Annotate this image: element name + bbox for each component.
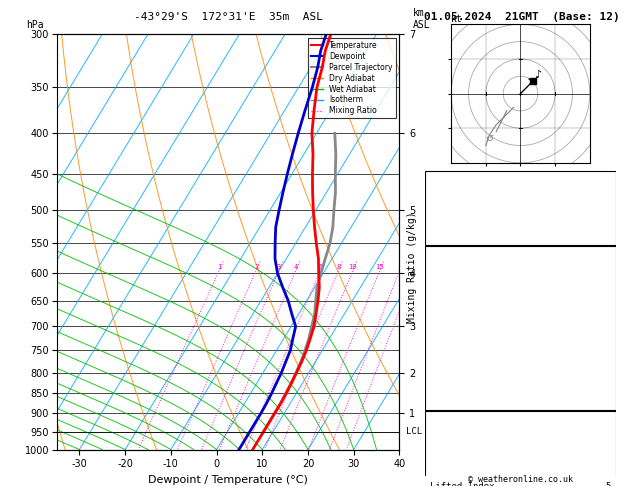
Text: 295: 295 xyxy=(594,317,611,326)
Text: 7.9: 7.9 xyxy=(594,272,611,281)
FancyBboxPatch shape xyxy=(425,246,616,410)
Text: 750: 750 xyxy=(594,437,611,446)
Text: Dewp (°C): Dewp (°C) xyxy=(430,294,479,303)
Text: 17: 17 xyxy=(600,174,611,183)
Text: 2: 2 xyxy=(254,264,259,270)
Text: ↺: ↺ xyxy=(486,134,494,144)
X-axis label: Dewpoint / Temperature (°C): Dewpoint / Temperature (°C) xyxy=(148,475,308,485)
Text: 1.55: 1.55 xyxy=(589,219,611,228)
Text: 8: 8 xyxy=(337,264,341,270)
FancyBboxPatch shape xyxy=(425,412,616,486)
Text: 5: 5 xyxy=(605,482,611,486)
Text: 4: 4 xyxy=(605,384,611,393)
Text: 1: 1 xyxy=(217,264,221,270)
Text: kt: kt xyxy=(451,14,463,23)
Text: Lifted Index: Lifted Index xyxy=(430,482,495,486)
Text: LCL: LCL xyxy=(406,427,423,436)
Text: PW (cm): PW (cm) xyxy=(430,219,468,228)
Text: -43°29'S  172°31'E  35m  ASL: -43°29'S 172°31'E 35m ASL xyxy=(133,12,323,22)
Text: ♪: ♪ xyxy=(535,70,542,80)
Text: 01.05.2024  21GMT  (Base: 12): 01.05.2024 21GMT (Base: 12) xyxy=(424,12,620,22)
Text: Surface: Surface xyxy=(502,249,539,258)
Text: CIN (J): CIN (J) xyxy=(430,384,468,393)
Text: θε(K): θε(K) xyxy=(430,317,457,326)
Legend: Temperature, Dewpoint, Parcel Trajectory, Dry Adiabat, Wet Adiabat, Isotherm, Mi: Temperature, Dewpoint, Parcel Trajectory… xyxy=(308,38,396,119)
Text: © weatheronline.co.uk: © weatheronline.co.uk xyxy=(468,474,573,484)
Text: K: K xyxy=(430,174,436,183)
FancyBboxPatch shape xyxy=(425,171,616,244)
Text: 10: 10 xyxy=(348,264,357,270)
Text: Pressure (mb): Pressure (mb) xyxy=(430,437,500,446)
Text: Totals Totals: Totals Totals xyxy=(430,196,500,206)
Text: 3: 3 xyxy=(277,264,281,270)
Text: 299: 299 xyxy=(594,460,611,469)
Text: 4.9: 4.9 xyxy=(594,294,611,303)
Text: Mixing Ratio (g/kg): Mixing Ratio (g/kg) xyxy=(407,211,417,323)
Text: 4: 4 xyxy=(294,264,298,270)
Text: 8: 8 xyxy=(605,339,611,348)
Text: Lifted Index: Lifted Index xyxy=(430,339,495,348)
Text: km
ASL: km ASL xyxy=(413,8,431,30)
Text: Most Unstable: Most Unstable xyxy=(486,415,555,424)
Text: CAPE (J): CAPE (J) xyxy=(430,362,474,371)
Text: Temp (°C): Temp (°C) xyxy=(430,272,479,281)
Text: 44: 44 xyxy=(600,196,611,206)
Text: 3: 3 xyxy=(605,362,611,371)
Text: 15: 15 xyxy=(376,264,384,270)
Text: θε (K): θε (K) xyxy=(430,460,462,469)
Text: hPa: hPa xyxy=(26,20,43,30)
Text: 6: 6 xyxy=(318,264,323,270)
